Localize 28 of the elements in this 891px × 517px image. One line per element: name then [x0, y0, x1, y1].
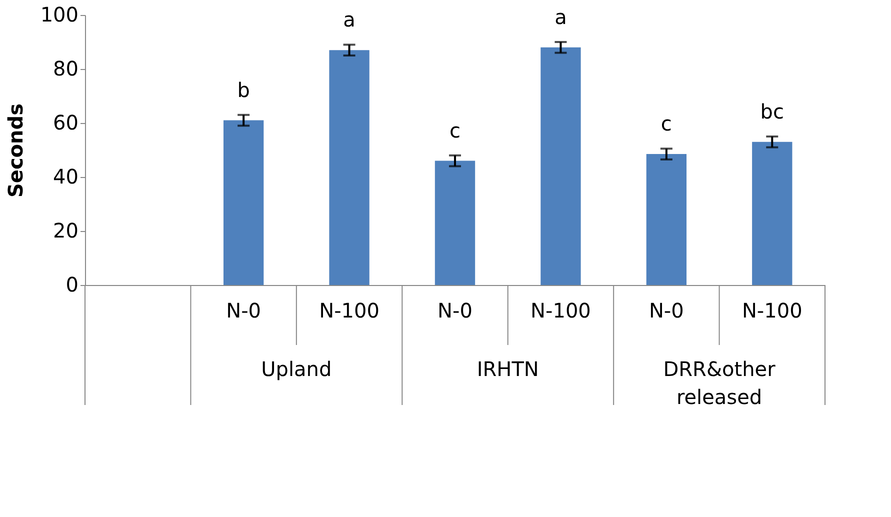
bar — [329, 50, 370, 285]
bar — [646, 154, 687, 285]
data-label: b — [237, 78, 250, 102]
x-tick-label: N-100 — [319, 298, 380, 322]
y-tick-label: 100 — [40, 2, 78, 26]
text: IRHTN — [476, 357, 539, 381]
y-tick-label: 0 — [66, 272, 78, 296]
x-tick-label: N-100 — [742, 298, 802, 322]
data-label: c — [660, 112, 672, 136]
y-axis-title: Seconds — [3, 103, 28, 198]
x-tick-label: N-0 — [438, 298, 472, 322]
data-label: bc — [760, 100, 784, 124]
y-tick-label: 20 — [53, 218, 78, 242]
text: DRR&other released — [663, 357, 776, 409]
bar — [540, 47, 581, 285]
x-tick-label: N-0 — [226, 298, 262, 322]
bar — [752, 142, 792, 285]
data-label: a — [343, 8, 356, 32]
y-tick-label: 40 — [53, 164, 78, 188]
y-tick-label: 60 — [53, 110, 78, 134]
text: Upland — [261, 357, 332, 381]
bar — [434, 160, 476, 285]
x-tick-label: N-100 — [530, 298, 591, 322]
data-label: a — [554, 5, 567, 29]
x-tick-label: N-0 — [648, 298, 684, 322]
y-tick-label: 80 — [53, 56, 78, 80]
data-label: c — [450, 118, 460, 142]
bar — [223, 120, 264, 285]
